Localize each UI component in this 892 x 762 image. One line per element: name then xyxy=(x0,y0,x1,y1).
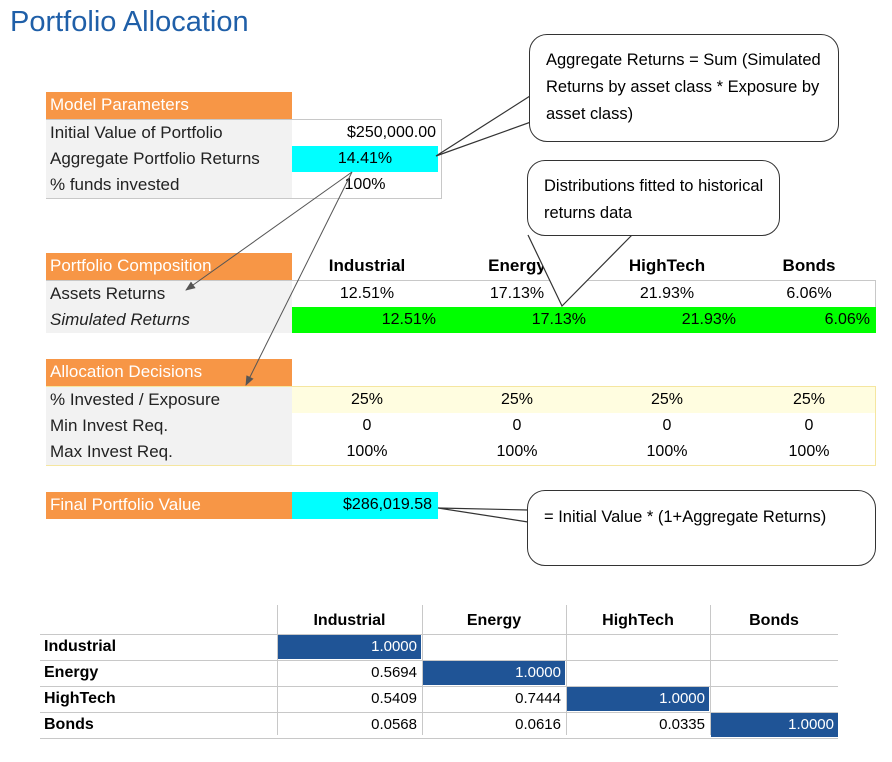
asset-return-industrial[interactable]: 12.51% xyxy=(339,285,395,302)
callout-pointer-final xyxy=(437,507,529,523)
callout-aggregate-returns: Aggregate Returns = Sum (Simulated Retur… xyxy=(529,34,839,142)
simulated-return-energy[interactable]: 17.13% xyxy=(531,311,586,328)
aggregate-returns-cell[interactable]: 14.41% xyxy=(292,146,438,172)
simulated-returns-label: Simulated Returns xyxy=(46,307,292,333)
corr-row-label-hightech: HighTech xyxy=(44,690,116,707)
corr-cell[interactable]: 1.0000 xyxy=(278,635,421,659)
corr-cell[interactable]: 0.0616 xyxy=(515,716,561,733)
correlation-matrix: Industrial Energy HighTech Bonds Industr… xyxy=(40,605,840,740)
final-value-cell[interactable]: $286,019.58 xyxy=(292,492,438,519)
funds-invested-label: % funds invested xyxy=(46,172,292,198)
invested-energy[interactable]: 25% xyxy=(500,391,534,408)
corr-cell[interactable]: 0.7444 xyxy=(515,690,561,707)
initial-value-cell[interactable]: $250,000.00 xyxy=(347,124,436,141)
invested-hightech[interactable]: 25% xyxy=(650,391,684,408)
page-title: Portfolio Allocation xyxy=(10,6,249,38)
column-header-bonds: Bonds xyxy=(782,256,836,275)
corr-cell[interactable]: 1.0000 xyxy=(711,713,838,737)
callout-pointer-aggregate xyxy=(435,95,543,157)
asset-returns-label: Assets Returns xyxy=(46,281,292,307)
grid-line xyxy=(40,660,838,661)
grid-line xyxy=(422,605,423,735)
corr-cell[interactable]: 0.0568 xyxy=(371,716,417,733)
composition-header: Portfolio Composition xyxy=(46,253,292,280)
min-invest-label: Min Invest Req. xyxy=(46,413,292,439)
simulated-return-industrial[interactable]: 12.51% xyxy=(381,311,436,328)
corr-column-industrial: Industrial xyxy=(313,612,386,629)
min-hightech[interactable]: 0 xyxy=(662,417,672,434)
grid-line xyxy=(566,605,567,735)
corr-row-label-energy: Energy xyxy=(44,664,99,681)
invested-industrial[interactable]: 25% xyxy=(350,391,384,408)
corr-row-label-bonds: Bonds xyxy=(44,716,94,733)
max-industrial[interactable]: 100% xyxy=(346,443,388,460)
grid-line xyxy=(710,605,711,735)
corr-row-label-industrial: Industrial xyxy=(44,638,117,655)
max-invest-label: Max Invest Req. xyxy=(46,439,292,465)
max-hightech[interactable]: 100% xyxy=(646,443,688,460)
asset-return-energy[interactable]: 17.13% xyxy=(489,285,545,302)
column-header-hightech: HighTech xyxy=(628,256,706,275)
grid-line xyxy=(40,738,838,739)
callout-distributions: Distributions fitted to historical retur… xyxy=(527,160,780,236)
min-industrial[interactable]: 0 xyxy=(362,417,372,434)
max-bonds[interactable]: 100% xyxy=(788,443,830,460)
corr-cell[interactable]: 1.0000 xyxy=(567,687,709,711)
column-header-industrial: Industrial xyxy=(328,256,406,275)
min-energy[interactable]: 0 xyxy=(512,417,522,434)
arrow-to-allocation xyxy=(245,171,353,386)
simulated-returns-band xyxy=(292,307,876,333)
asset-return-hightech[interactable]: 21.93% xyxy=(639,285,695,302)
max-energy[interactable]: 100% xyxy=(496,443,538,460)
grid-line xyxy=(40,686,838,687)
column-header-energy: Energy xyxy=(488,256,546,275)
corr-cell[interactable]: 0.5409 xyxy=(371,690,417,707)
funds-invested-cell[interactable]: 100% xyxy=(344,176,386,193)
grid-line xyxy=(40,712,838,713)
grid-line xyxy=(277,605,278,735)
arrow-to-asset-returns xyxy=(185,171,353,291)
allocation-header: Allocation Decisions xyxy=(46,359,292,386)
corr-cell[interactable]: 0.0335 xyxy=(659,716,705,733)
initial-value-label: Initial Value of Portfolio xyxy=(46,120,292,146)
corr-cell[interactable]: 1.0000 xyxy=(423,661,565,685)
asset-return-bonds[interactable]: 6.06% xyxy=(786,285,832,302)
invested-bonds[interactable]: 25% xyxy=(792,391,826,408)
grid-line xyxy=(40,634,838,635)
invested-exposure-label: % Invested / Exposure xyxy=(46,387,292,413)
final-value-label: Final Portfolio Value xyxy=(46,492,292,519)
min-bonds[interactable]: 0 xyxy=(804,417,814,434)
invested-band xyxy=(292,387,875,413)
callout-pointer-distributions xyxy=(527,234,633,308)
corr-column-energy: Energy xyxy=(466,612,522,629)
corr-column-hightech: HighTech xyxy=(602,612,674,629)
simulated-return-hightech[interactable]: 21.93% xyxy=(681,311,736,328)
callout-final-value: = Initial Value * (1+Aggregate Returns) xyxy=(527,490,876,566)
corr-column-bonds: Bonds xyxy=(749,612,799,629)
aggregate-returns-label: Aggregate Portfolio Returns xyxy=(46,146,292,172)
corr-cell[interactable]: 0.5694 xyxy=(371,664,417,681)
model-parameters-header: Model Parameters xyxy=(46,92,292,119)
simulated-return-bonds[interactable]: 6.06% xyxy=(824,311,870,328)
